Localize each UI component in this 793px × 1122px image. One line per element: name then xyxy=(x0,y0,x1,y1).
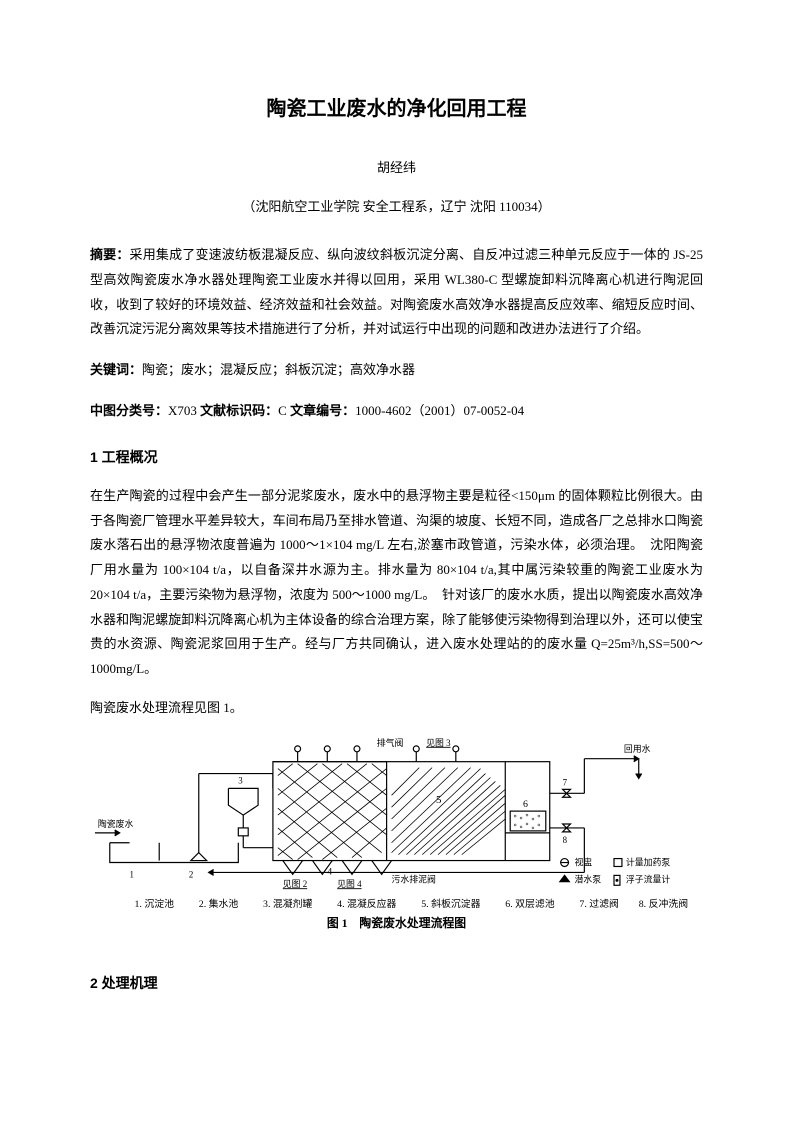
label-see4: 见图 4 xyxy=(337,880,362,890)
label-inlet: 陶瓷废水 xyxy=(98,818,134,829)
fig-item-4: 4. 混凝反应器 xyxy=(337,897,396,910)
keywords: 关键词：陶瓷；废水；混凝反应；斜板沉淀；高效净水器 xyxy=(90,358,703,383)
section-2-heading: 2 处理机理 xyxy=(90,970,703,997)
keywords-text: 陶瓷；废水；混凝反应；斜板沉淀；高效净水器 xyxy=(142,362,415,377)
classification-val-1: X703 xyxy=(168,403,197,418)
abstract-text: 采用集成了变速波纺板混凝反应、纵向波纹斜板沉淀分离、自反冲过滤三种单元反应于一体… xyxy=(90,247,703,336)
label-see2: 见图 2 xyxy=(283,880,307,890)
classification: 中图分类号：X703 文献标识码：C 文章编号：1000-4602（2001）0… xyxy=(90,399,703,424)
fig-item-5: 5. 斜板沉淀器 xyxy=(421,897,480,910)
legend-pump: 潜水泵 xyxy=(574,874,601,885)
classification-val-3: 1000-4602（2001）07-0052-04 xyxy=(355,403,524,418)
affiliation: （沈阳航空工业学院 安全工程系，辽宁 沈阳 110034） xyxy=(90,195,703,220)
svg-text:6: 6 xyxy=(523,799,528,810)
svg-text:7: 7 xyxy=(563,778,568,788)
fig-item-8: 8. 反冲洗阀 xyxy=(639,897,688,910)
abstract: 摘要：采用集成了变速波纺板混凝反应、纵向波纹斜板沉淀分离、自反冲过滤三种单元反应… xyxy=(90,243,703,342)
svg-text:1: 1 xyxy=(130,870,134,880)
fig-item-3: 3. 混凝剂罐 xyxy=(263,897,313,910)
svg-text:3: 3 xyxy=(238,776,243,786)
paper-title: 陶瓷工业废水的净化回用工程 xyxy=(90,90,703,128)
legend-sight: 视盅 xyxy=(574,857,592,868)
classification-label-2: 文献标识码： xyxy=(197,403,278,418)
fig-item-6: 6. 双层滤池 xyxy=(505,897,555,910)
label-exhaust: 排气阀 xyxy=(377,737,404,748)
classification-label-1: 中图分类号： xyxy=(90,403,168,418)
process-flow-diagram: 陶瓷废水 1 2 3 xyxy=(90,734,703,942)
fig-item-2: 2. 集水池 xyxy=(199,897,239,910)
abstract-label: 摘要： xyxy=(90,247,130,262)
fig-item-7: 7. 过滤阀 xyxy=(579,897,619,910)
fig-item-1: 1. 沉淀池 xyxy=(134,897,174,910)
svg-text:2: 2 xyxy=(189,870,193,880)
label-sludge: 污水排泥阀 xyxy=(392,874,436,885)
label-return: 回用水 xyxy=(624,743,651,754)
legend-dosing: 计量加药泵 xyxy=(626,857,670,868)
author-name: 胡经纬 xyxy=(90,156,703,181)
figure-caption: 图 1 陶瓷废水处理流程图 xyxy=(327,916,466,930)
label-see3: 见图 3 xyxy=(426,738,451,748)
keywords-label: 关键词： xyxy=(90,362,142,377)
figure-1: 陶瓷废水 1 2 3 xyxy=(90,734,703,942)
section-1-paragraph: 在生产陶瓷的过程中会产生一部分泥浆废水，废水中的悬浮物主要是粒径<150μm 的… xyxy=(90,484,703,682)
section-1-heading: 1 工程概况 xyxy=(90,444,703,471)
figure-intro: 陶瓷废水处理流程见图 1。 xyxy=(90,696,703,721)
classification-label-3: 文章编号： xyxy=(287,403,355,418)
svg-text:8: 8 xyxy=(563,835,568,845)
classification-val-2: C xyxy=(278,403,287,418)
legend-float: 浮子流量计 xyxy=(626,874,670,885)
svg-text:5: 5 xyxy=(436,794,441,806)
